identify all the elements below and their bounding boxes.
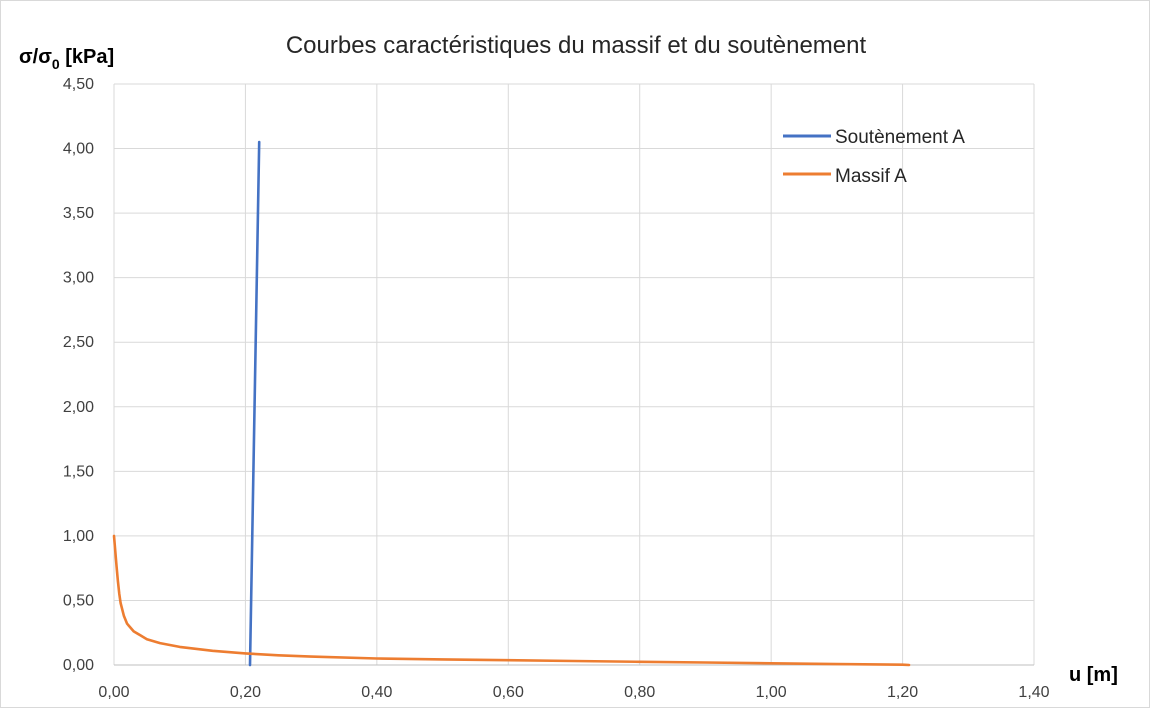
x-tick-label: 0,20 — [230, 684, 261, 701]
x-tick-label: 0,40 — [361, 684, 392, 701]
y-tick-label: 4,50 — [63, 76, 94, 93]
y-tick-label: 1,50 — [63, 463, 94, 480]
y-tick-label: 4,00 — [63, 141, 94, 158]
y-axis-label: σ/σ0 [kPa] — [19, 46, 114, 72]
y-tick-label: 3,00 — [63, 270, 94, 287]
x-tick-label: 0,80 — [624, 684, 655, 701]
y-axis-label-unit: [kPa] — [60, 46, 114, 68]
y-tick-label: 2,00 — [63, 399, 94, 416]
legend-label-massif: Massif A — [835, 166, 907, 187]
x-tick-label: 0,60 — [493, 684, 524, 701]
axis-layer: 0,00 0,50 1,00 1,50 2,00 2,50 3,00 3,50 4,00 4,50… — [63, 76, 1050, 701]
x-axis-label: u [m] — [1069, 664, 1118, 686]
series-line-soutenement — [248, 140, 261, 667]
series-line-massif — [112, 534, 911, 667]
chart-title: Courbes caractéristiques du massif et du… — [286, 32, 867, 59]
y-axis-label-main: σ/σ — [19, 46, 52, 68]
x-tick-label: 0,00 — [98, 684, 129, 701]
x-tick-label: 1,20 — [887, 684, 918, 701]
y-tick-label: 2,50 — [63, 334, 94, 351]
y-tick-label: 0,00 — [63, 657, 94, 674]
legend-label-soutenement: Soutènement A — [835, 127, 965, 148]
y-axis-label-subscript: 0 — [52, 56, 60, 72]
y-tick-label: 3,50 — [63, 205, 94, 222]
legend: Soutènement A Massif A — [783, 127, 965, 187]
y-tick-label: 0,50 — [63, 592, 94, 609]
y-tick-label: 1,00 — [63, 528, 94, 545]
x-tick-label: 1,40 — [1018, 684, 1049, 701]
grid-layer — [113, 83, 1035, 665]
x-tick-label: 1,00 — [756, 684, 787, 701]
series-layer — [112, 140, 911, 667]
